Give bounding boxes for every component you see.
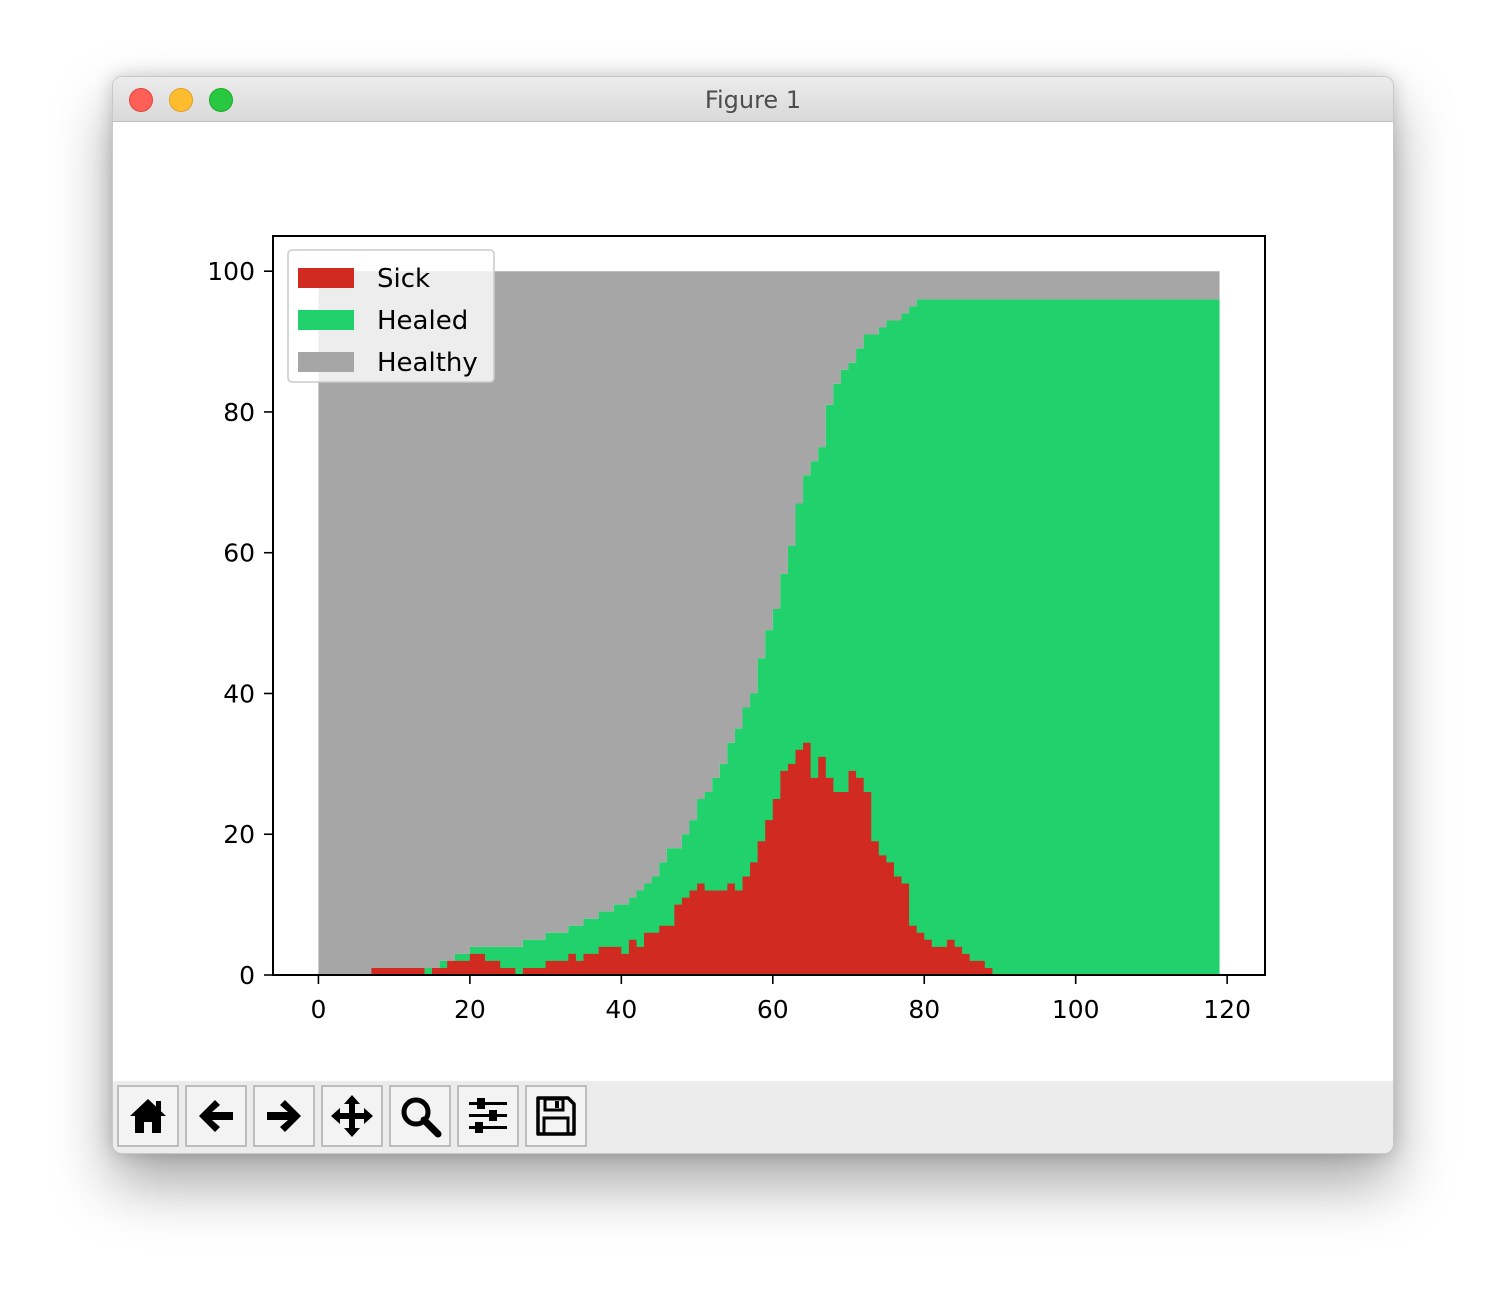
legend-label-sick: Sick — [377, 264, 430, 294]
pan-button[interactable] — [321, 1085, 383, 1147]
x-tick-label: 0 — [310, 995, 326, 1024]
move-icon — [331, 1095, 373, 1137]
arrow-left-icon — [199, 1100, 233, 1132]
healed-area — [318, 299, 1220, 976]
home-icon — [130, 1099, 166, 1133]
x-tick-label: 40 — [605, 995, 637, 1024]
y-tick-label: 20 — [223, 820, 255, 849]
magnifier-icon — [401, 1097, 442, 1138]
healthy-area — [318, 271, 1220, 975]
figure-window: Figure 1 0 20 40 60 80 100 120 0 20 40 60 80 100 Sick… — [112, 76, 1394, 1154]
legend-swatch-healthy — [298, 352, 354, 372]
legend-swatch-healed — [298, 310, 354, 330]
y-tick-label: 40 — [223, 679, 255, 708]
configure-subplots-button[interactable] — [457, 1085, 519, 1147]
legend-label-healed: Healed — [377, 306, 468, 336]
title-bar[interactable]: Figure 1 — [113, 77, 1393, 122]
legend-label-healthy: Healthy — [377, 348, 478, 378]
sliders-icon — [469, 1098, 507, 1133]
home-button[interactable] — [117, 1085, 179, 1147]
x-tick-label: 60 — [757, 995, 789, 1024]
x-tick-label: 80 — [908, 995, 940, 1024]
save-button[interactable] — [525, 1085, 587, 1147]
y-tick-label: 60 — [223, 539, 255, 568]
plot-frame — [272, 235, 1266, 976]
y-tick-label: 0 — [239, 961, 255, 990]
x-tick-label: 100 — [1052, 995, 1100, 1024]
arrow-right-icon — [267, 1100, 301, 1132]
zoom-window-button[interactable] — [209, 88, 233, 112]
minimize-window-button[interactable] — [169, 88, 193, 112]
close-window-button[interactable] — [129, 88, 153, 112]
figure-canvas[interactable]: 0 20 40 60 80 100 120 0 20 40 60 80 100 Sick Healed Hea… — [113, 122, 1393, 1082]
sick-area — [318, 742, 1220, 975]
zoom-button[interactable] — [389, 1085, 451, 1147]
legend-swatch-sick — [298, 268, 354, 288]
stacked-step-chart: 0 20 40 60 80 100 120 0 20 40 60 80 100 Sick Healed Hea… — [207, 235, 1266, 1024]
back-button[interactable] — [185, 1085, 247, 1147]
y-tick-label: 100 — [207, 257, 255, 286]
y-tick-label: 80 — [223, 398, 255, 427]
x-tick-label: 120 — [1203, 995, 1251, 1024]
x-tick-label: 20 — [454, 995, 486, 1024]
navigation-toolbar — [113, 1081, 1393, 1153]
floppy-disk-icon — [536, 1096, 576, 1136]
forward-button[interactable] — [253, 1085, 315, 1147]
window-title: Figure 1 — [704, 86, 802, 114]
